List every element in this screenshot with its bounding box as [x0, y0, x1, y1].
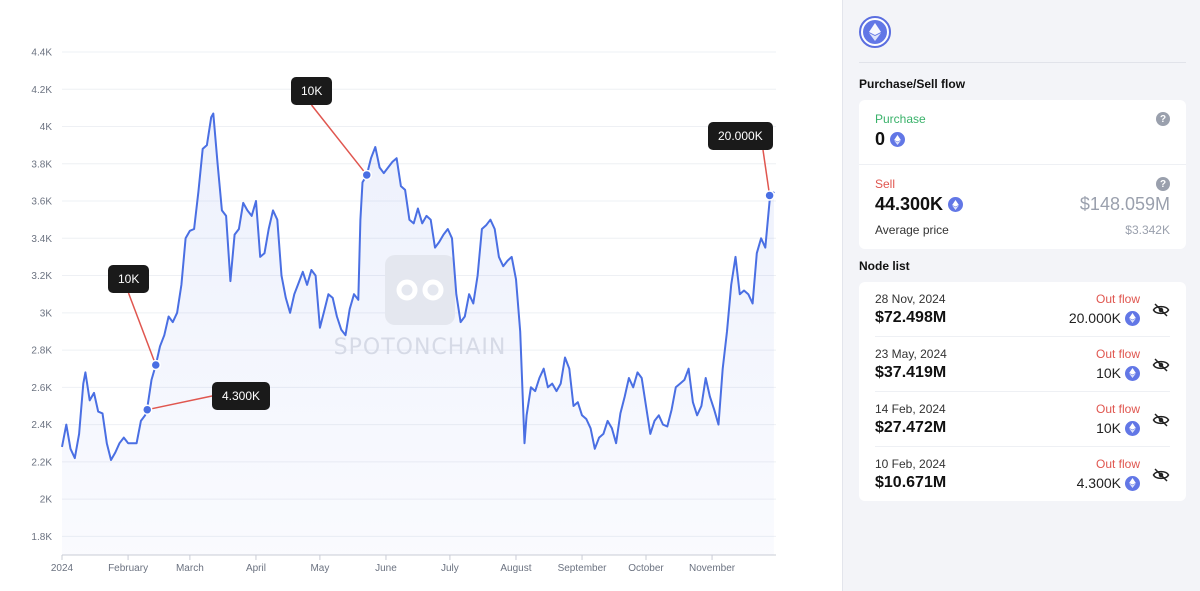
- y-tick-label: 4K: [40, 122, 53, 133]
- price-chart[interactable]: SPOTONCHAIN 1.8K 2K 2.2K 2.4K 2.6K 2.8K 3K 3.2K…: [0, 0, 842, 591]
- callout-connector: [147, 395, 213, 411]
- node-eth-amount: 10K: [1096, 365, 1140, 381]
- callout-connector: [310, 104, 368, 176]
- node-date: 23 May, 2024: [875, 347, 947, 361]
- watermark-logo-ring-left: [396, 279, 418, 301]
- y-tick-label: 2.4K: [31, 420, 52, 431]
- x-tick-label: June: [375, 563, 397, 574]
- node-usd-value: $10.671M: [875, 474, 947, 491]
- y-tick-label: 3K: [40, 308, 53, 319]
- x-tick-label: August: [500, 563, 531, 574]
- watermark-text: SPOTONCHAIN: [334, 335, 507, 360]
- node-list-title: Node list: [859, 259, 910, 273]
- eth-token-icon: [890, 132, 906, 147]
- transfer-callout[interactable]: 4.300K: [212, 382, 271, 410]
- x-tick-label: April: [246, 563, 266, 574]
- node-usd-value: $72.498M: [875, 309, 947, 326]
- hide-node-eye-icon[interactable]: [1152, 466, 1170, 484]
- callout-connector: [127, 292, 157, 366]
- sell-help-icon[interactable]: ?: [1156, 177, 1170, 191]
- y-tick-label: 4.4K: [31, 48, 52, 59]
- sell-label: Sell: [875, 177, 896, 191]
- eth-token-icon: [948, 197, 964, 212]
- node-flow-type: Out flow: [1095, 292, 1140, 306]
- y-tick-label: 2K: [40, 495, 53, 506]
- y-tick-label: 3.8K: [31, 159, 52, 170]
- sell-usd-value: $148.059M: [1079, 194, 1170, 214]
- node-flow-type: Out flow: [1095, 402, 1140, 416]
- node-date: 28 Nov, 2024: [875, 292, 946, 306]
- x-tick-label: November: [689, 563, 736, 574]
- node-flow-type: Out flow: [1095, 347, 1140, 361]
- node-usd-value: $37.419M: [875, 364, 947, 381]
- purchase-amount: 0: [875, 129, 906, 150]
- node-list-item[interactable]: 14 Feb, 2024 Out flow $27.472M 10K: [875, 392, 1170, 447]
- flow-section-title: Purchase/Sell flow: [859, 77, 966, 91]
- eth-token-icon: [1125, 310, 1140, 326]
- eth-token-icon: [1125, 365, 1140, 381]
- x-tick-label: May: [310, 563, 329, 574]
- x-tick-label: March: [176, 563, 204, 574]
- y-tick-label: 3.2K: [31, 271, 52, 282]
- node-list-item[interactable]: 10 Feb, 2024 Out flow $10.671M 4.300K: [875, 447, 1170, 501]
- spotonchain-watermark: SPOTONCHAIN: [334, 255, 507, 360]
- x-tick-label: 2024: [51, 563, 74, 574]
- transfer-marker[interactable]: [142, 404, 153, 415]
- price-chart-area: SPOTONCHAIN 1.8K 2K 2.2K 2.4K 2.6K 2.8K 3K 3.2K…: [0, 0, 842, 591]
- average-price-value: $3.342K: [1125, 223, 1170, 237]
- card-divider: [859, 164, 1186, 165]
- sell-amount-value: 44.300K: [875, 194, 944, 214]
- x-tick-label: February: [108, 563, 148, 574]
- hide-node-eye-icon[interactable]: [1152, 356, 1170, 374]
- node-list-item[interactable]: 28 Nov, 2024 Out flow $72.498M 20.000K: [875, 282, 1170, 337]
- eth-price-line[interactable]: [61, 112, 775, 461]
- eth-token-icon: [1125, 475, 1140, 491]
- x-tick-label: October: [628, 563, 664, 574]
- y-tick-label: 2.8K: [31, 346, 52, 357]
- watermark-logo-icon: [385, 255, 455, 325]
- x-tick-label: July: [441, 563, 459, 574]
- watermark-logo-ring-right: [422, 279, 444, 301]
- transfer-callout[interactable]: 10K: [291, 77, 333, 105]
- node-flow-type: Out flow: [1095, 457, 1140, 471]
- transfer-callout[interactable]: 20.000K: [708, 122, 773, 150]
- node-eth-amount: 20.000K: [1069, 310, 1140, 326]
- purchase-help-icon[interactable]: ?: [1156, 112, 1170, 126]
- node-date: 14 Feb, 2024: [875, 402, 946, 416]
- average-price-label: Average price: [875, 223, 949, 237]
- flow-side-panel: Purchase/Sell flow Purchase ? 0 Sell ? 4…: [842, 0, 1200, 591]
- y-tick-label: 2.2K: [31, 457, 52, 468]
- node-list-item[interactable]: 23 May, 2024 Out flow $37.419M 10K: [875, 337, 1170, 392]
- hide-node-eye-icon[interactable]: [1152, 411, 1170, 429]
- callout-connector: [762, 149, 771, 196]
- hide-node-eye-icon[interactable]: [1152, 301, 1170, 319]
- flow-card: Purchase ? 0 Sell ? 44.300K $148.059M: [859, 100, 1186, 249]
- eth-token-icon: [1125, 420, 1140, 436]
- sell-amount: 44.300K: [875, 194, 964, 215]
- x-tick-label: September: [558, 563, 608, 574]
- panel-divider: [859, 62, 1186, 63]
- node-list: 28 Nov, 2024 Out flow $72.498M 20.000K 23 Ma…: [859, 282, 1186, 501]
- node-eth-amount: 10K: [1096, 420, 1140, 436]
- purchase-label: Purchase: [875, 112, 926, 126]
- y-tick-label: 4.2K: [31, 85, 52, 96]
- node-date: 10 Feb, 2024: [875, 457, 946, 471]
- transfer-marker[interactable]: [361, 169, 373, 181]
- y-tick-label: 3.4K: [31, 234, 52, 245]
- transfer-callout[interactable]: 10K: [108, 265, 150, 293]
- y-tick-label: 3.6K: [31, 197, 52, 208]
- transfer-marker[interactable]: [150, 359, 162, 371]
- y-tick-label: 1.8K: [31, 532, 52, 543]
- purchase-amount-value: 0: [875, 129, 886, 149]
- node-usd-value: $27.472M: [875, 419, 947, 436]
- transfer-marker[interactable]: [764, 190, 775, 201]
- ethereum-icon: [859, 16, 891, 48]
- y-tick-label: 2.6K: [31, 383, 52, 394]
- node-eth-amount: 4.300K: [1077, 475, 1140, 491]
